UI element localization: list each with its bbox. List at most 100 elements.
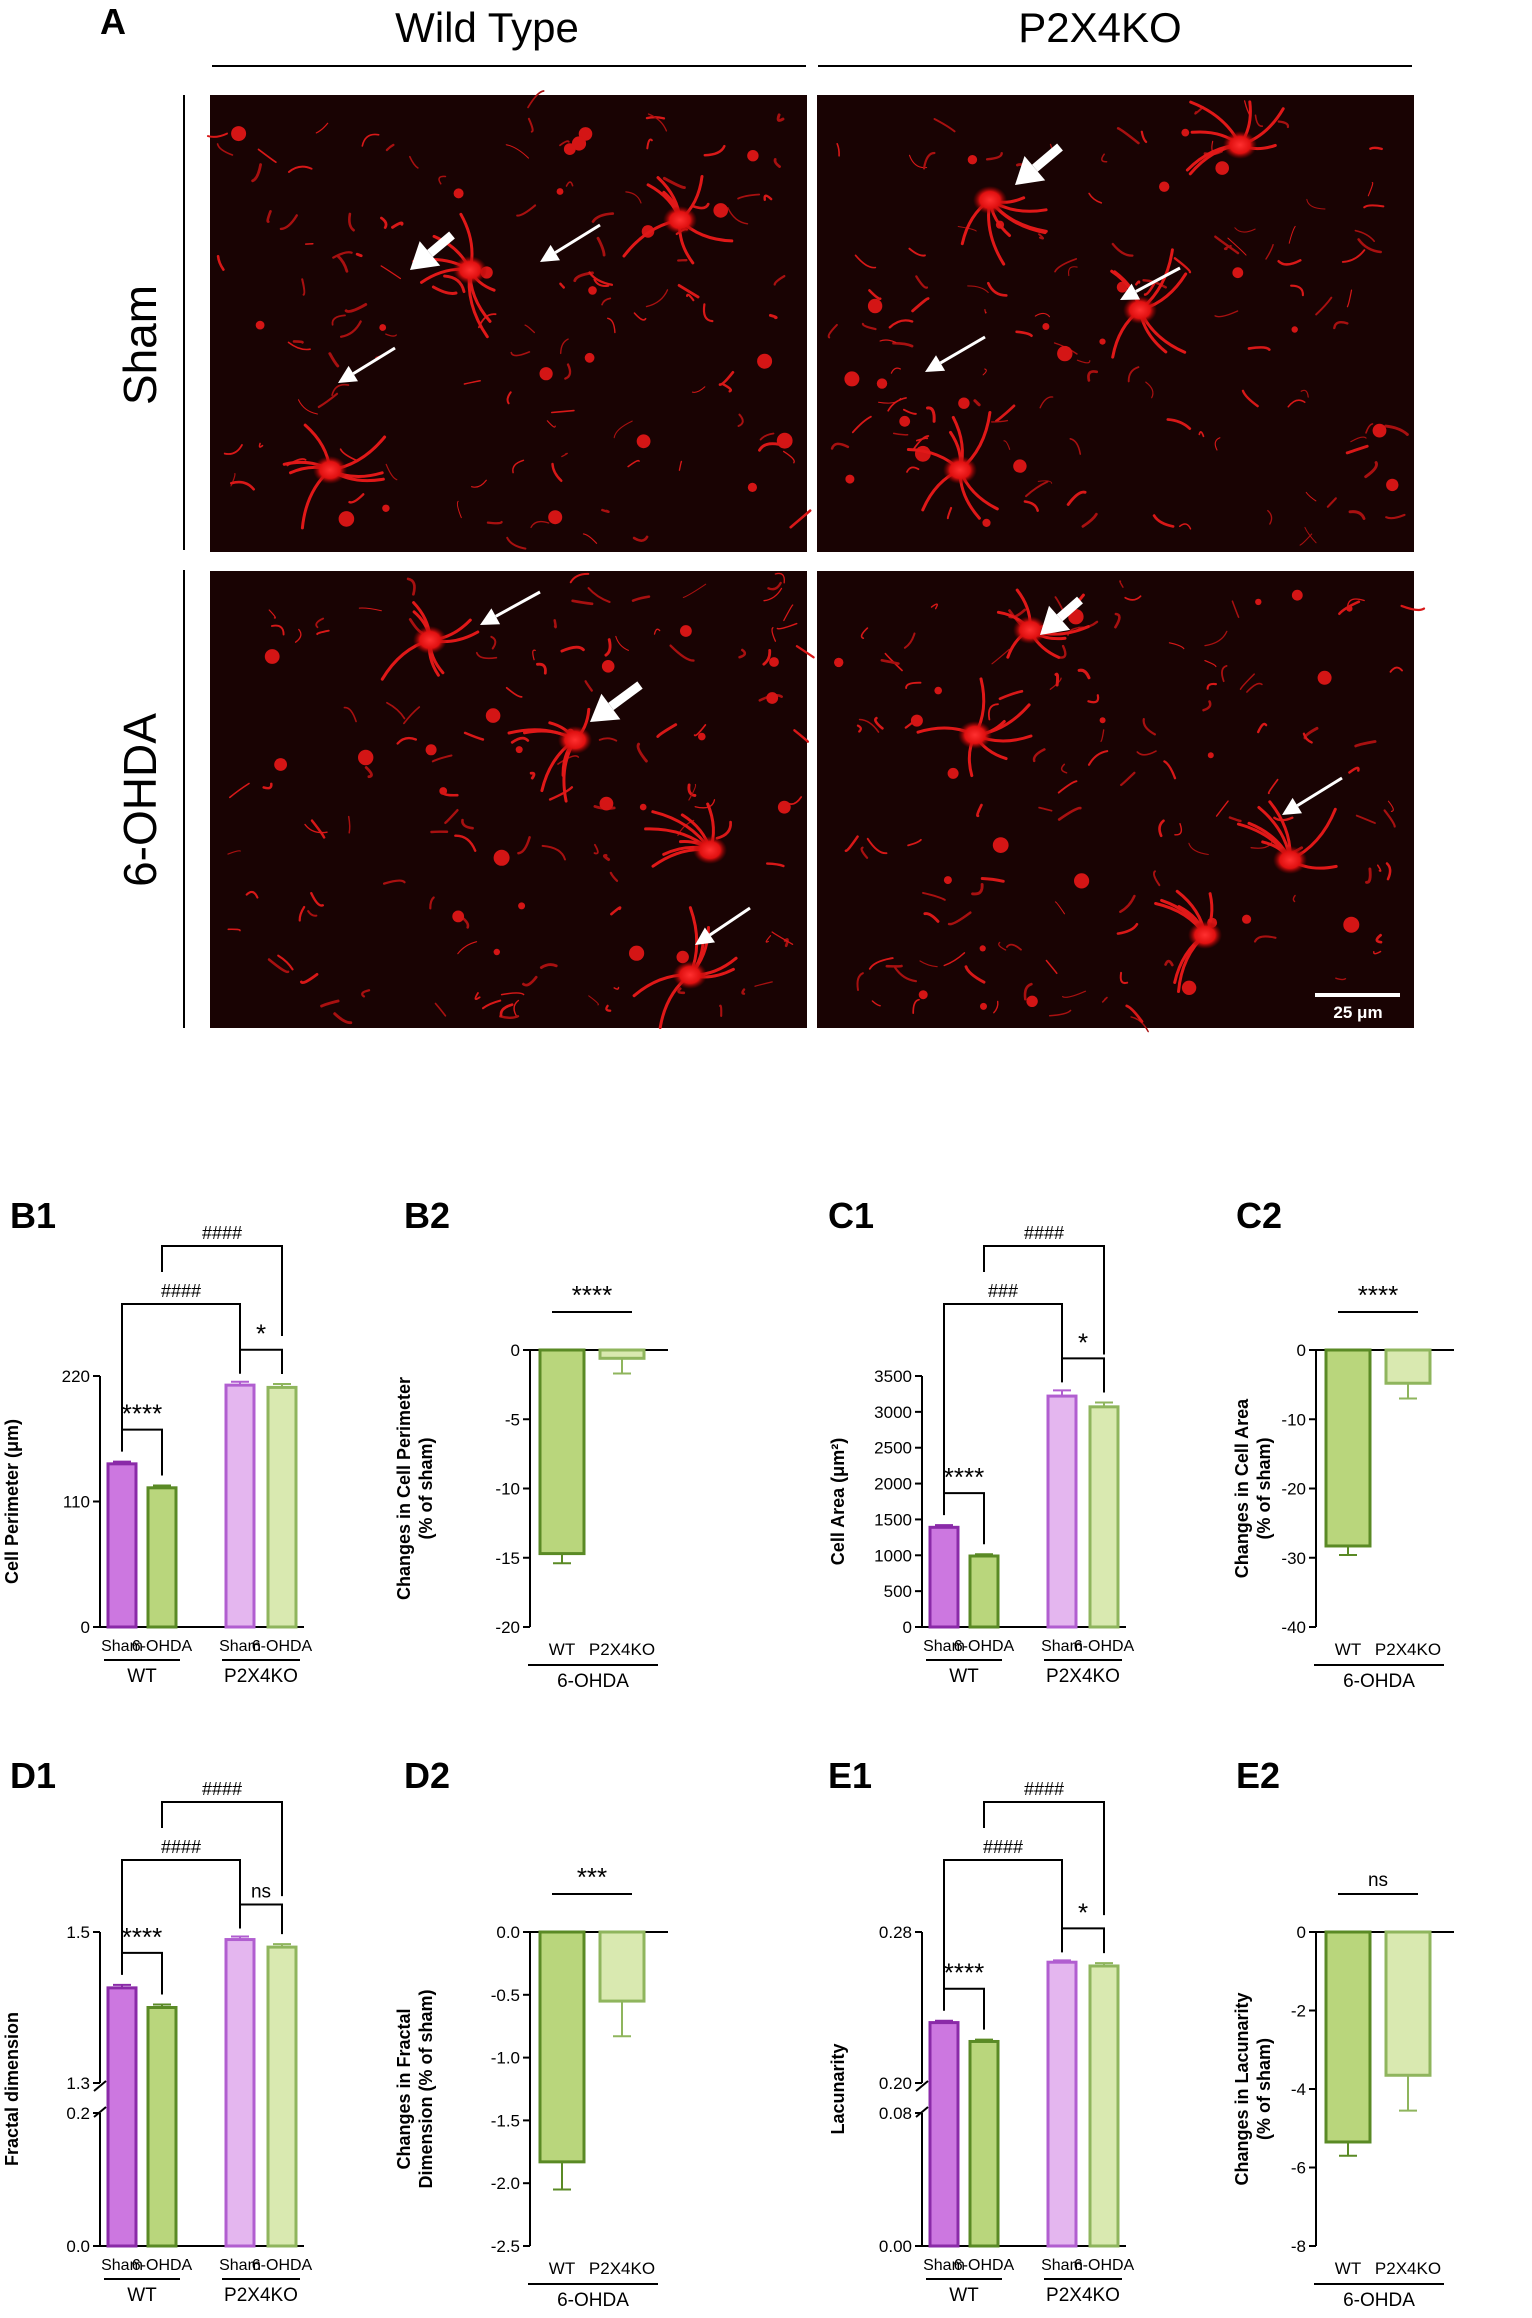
significance-bracket <box>239 1903 283 1935</box>
arrow-icon <box>695 927 715 945</box>
microglia-process <box>268 609 276 619</box>
microglia-soma-small <box>899 415 911 427</box>
x-tick-label: Sham <box>923 1638 965 1655</box>
microglia-process <box>429 896 435 910</box>
microglia-process <box>984 309 987 314</box>
microglia-process <box>1254 114 1264 127</box>
microglia-soma-small <box>1215 161 1229 175</box>
microglia-process <box>1267 778 1279 795</box>
microglia-process <box>976 803 983 818</box>
y-tick-label: 0.0 <box>496 1923 520 1942</box>
microglia-process <box>380 265 402 280</box>
microglia-process <box>1057 780 1078 794</box>
microglia-process <box>776 113 785 122</box>
microglia-process <box>1038 806 1053 812</box>
y-tick-label: 2000 <box>874 1475 912 1494</box>
microglia-process <box>793 729 810 743</box>
microglia-soma-small <box>1343 916 1360 933</box>
microglia-process <box>980 877 1005 883</box>
microglia-process <box>336 254 349 273</box>
microglia-process <box>431 285 458 295</box>
y-tick-label: 0.00 <box>879 2237 912 2256</box>
significance-bracket <box>161 1245 283 1336</box>
x-tick-label: 6-OHDA <box>954 2257 1015 2274</box>
microglia-process <box>1058 644 1067 659</box>
group-label: 6-OHDA <box>557 2290 629 2311</box>
microglia-process <box>987 281 1008 297</box>
microglia-process <box>646 138 653 150</box>
microglia-process <box>539 963 558 970</box>
microglia-soma-small <box>1074 873 1090 889</box>
microglia-process <box>315 617 325 629</box>
microglia-process <box>1023 982 1033 1001</box>
microglia-soma-small <box>777 800 791 814</box>
significance-bracket <box>1061 1357 1105 1393</box>
microglia-process <box>1045 959 1058 975</box>
microglia-process <box>971 882 984 896</box>
microglia-process <box>1163 760 1177 780</box>
microglia-process <box>1136 750 1157 756</box>
microglia-process <box>382 879 406 885</box>
microglia-process <box>613 986 620 990</box>
microglia-process <box>227 850 241 855</box>
x-tick-label: Sham <box>1041 1638 1083 1655</box>
microglia-process <box>1143 281 1157 296</box>
microglia-process <box>601 508 610 514</box>
microglia-process <box>1202 700 1212 712</box>
microglia-soma-small <box>747 150 759 162</box>
microglia-process <box>582 533 598 544</box>
group-label: 6-OHDA <box>1343 1671 1415 1692</box>
scale-bar-label: 25 μm <box>1333 1003 1382 1022</box>
arrow-shaft <box>495 590 541 618</box>
microglia-soma-small <box>934 686 942 695</box>
microglia-process <box>1124 595 1142 601</box>
group-label: WT <box>949 2285 979 2306</box>
microglia-soma-small <box>629 945 645 961</box>
microglia-process <box>471 479 487 488</box>
microglia-soma-small <box>1042 323 1050 330</box>
microglia-soma-small <box>636 434 651 449</box>
microglia-process <box>1400 604 1426 612</box>
panel-letter: B2 <box>404 1195 450 1236</box>
microglia-process <box>1088 192 1103 204</box>
microglia-process <box>915 437 929 442</box>
microglia-process <box>1077 668 1091 680</box>
microglia-process <box>1006 943 1022 951</box>
microglia-process <box>874 716 884 730</box>
x-tick-label: 6-OHDA <box>1074 1638 1135 1655</box>
microglia-soma <box>313 456 347 484</box>
microglia-process <box>223 444 243 455</box>
bar <box>598 1348 646 1360</box>
microglia-process <box>1228 816 1242 823</box>
microglia-process <box>1385 862 1392 881</box>
microglia-process <box>915 275 929 289</box>
microglia-soma-small <box>769 657 779 667</box>
microglia-soma-small <box>1232 267 1244 279</box>
microglia-process <box>1265 244 1274 260</box>
microglia-soma <box>1188 921 1222 949</box>
y-tick-label: 0.28 <box>879 1923 912 1942</box>
microglia-process <box>245 890 259 899</box>
arrow-shaft <box>608 681 643 711</box>
arrow-shaft <box>1056 596 1083 622</box>
microglia-process <box>546 420 556 428</box>
y-tick-label: -1.5 <box>491 2111 520 2130</box>
microglia-process <box>727 207 749 225</box>
arrow-icon <box>925 355 946 372</box>
microglia-process <box>613 420 633 439</box>
microglia-process <box>1038 233 1045 240</box>
microglia-process <box>434 1002 447 1017</box>
microglia-process <box>856 972 864 991</box>
microglia-soma <box>1123 296 1157 324</box>
significance-bracket <box>983 1245 1105 1355</box>
microglia-process <box>560 645 585 653</box>
microglia-process <box>1087 370 1099 382</box>
microglia-process <box>598 737 618 742</box>
group-label: P2X4KO <box>1046 1666 1120 1687</box>
microglia-process <box>287 165 313 173</box>
microglia-process <box>348 493 365 504</box>
microglia-process <box>364 766 373 779</box>
microglia-soma-small <box>439 787 448 795</box>
